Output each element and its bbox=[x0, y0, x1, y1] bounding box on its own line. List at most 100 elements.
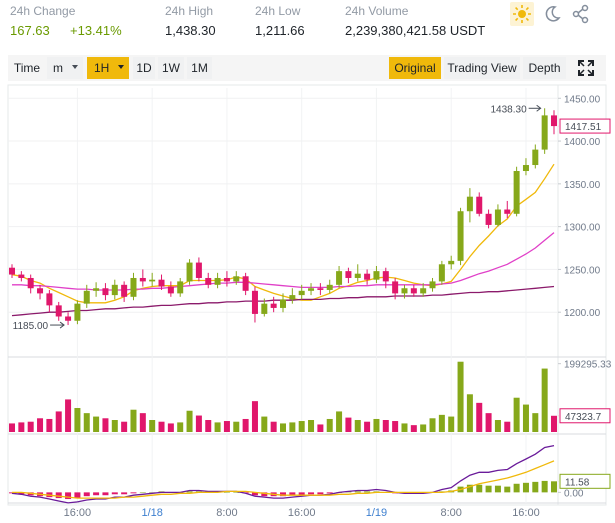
indicator-bar bbox=[233, 492, 240, 493]
volume-bar bbox=[466, 394, 473, 432]
share-button[interactable] bbox=[569, 2, 593, 26]
dropdown-arrow bbox=[118, 65, 124, 69]
interval-dropdown[interactable]: m bbox=[47, 57, 83, 79]
indicator-bar bbox=[466, 484, 473, 493]
candle-body bbox=[336, 271, 343, 285]
volume-bar bbox=[18, 422, 25, 432]
volume-bar bbox=[149, 420, 156, 432]
volume-bar bbox=[223, 421, 230, 432]
volume-bar bbox=[336, 411, 343, 432]
indicator-bar bbox=[121, 492, 128, 495]
volume-bar bbox=[261, 416, 268, 432]
x-tick-label: 16:00 bbox=[288, 507, 316, 519]
indicator-bar bbox=[513, 483, 520, 493]
volume-bar bbox=[504, 421, 511, 432]
indicator-bar bbox=[74, 492, 81, 499]
candle-body bbox=[205, 277, 212, 285]
volume-bar bbox=[46, 418, 53, 432]
volume-bar bbox=[27, 421, 34, 432]
indicator-bar bbox=[364, 491, 371, 493]
fullscreen-button[interactable] bbox=[576, 58, 596, 78]
volume-bar bbox=[541, 368, 548, 432]
indicator-bar bbox=[522, 482, 529, 493]
candle-body bbox=[233, 276, 240, 282]
view-button[interactable]: Trading View bbox=[444, 57, 520, 79]
volume-bar bbox=[532, 413, 539, 432]
last-indicator-tag: 11.58 bbox=[565, 477, 590, 488]
candle-body bbox=[457, 211, 464, 261]
candle-body bbox=[149, 279, 156, 282]
volume-bar bbox=[280, 423, 286, 432]
view-button[interactable]: Depth bbox=[523, 57, 566, 79]
volume-bar bbox=[242, 418, 249, 432]
indicator-line bbox=[12, 460, 555, 499]
candle-body bbox=[65, 316, 72, 321]
indicator-bar bbox=[18, 492, 25, 495]
candle-body bbox=[476, 196, 483, 214]
indicator-bar bbox=[186, 491, 193, 493]
volume-bar bbox=[513, 397, 520, 432]
indicator-bar bbox=[280, 492, 286, 497]
interval-button[interactable]: 1H bbox=[87, 57, 129, 79]
max-marker-head bbox=[536, 104, 542, 112]
candle-body bbox=[466, 196, 473, 212]
y-tick-label: 1300.00 bbox=[564, 223, 601, 234]
volume-bar bbox=[373, 418, 380, 432]
indicator-bar bbox=[504, 486, 511, 493]
candle-body bbox=[551, 115, 557, 127]
indicator-bar bbox=[326, 492, 333, 494]
last-price-tag-box bbox=[559, 118, 611, 134]
min-marker-head bbox=[59, 321, 65, 329]
candle-body bbox=[18, 274, 25, 278]
candle-body bbox=[177, 281, 184, 294]
stat-value: 2,239,380,421.58 USDT bbox=[345, 23, 486, 38]
indicator-bar bbox=[532, 481, 539, 493]
candle-body bbox=[214, 277, 221, 285]
volume-bar bbox=[233, 421, 240, 432]
volume-bar bbox=[401, 423, 408, 432]
indicator-bar bbox=[354, 491, 361, 493]
candle-body bbox=[401, 288, 408, 294]
light-mode-button[interactable] bbox=[510, 2, 534, 26]
volume-bar bbox=[139, 413, 146, 432]
volume-bar bbox=[457, 361, 464, 432]
volume-bar bbox=[111, 420, 118, 432]
volume-bar bbox=[65, 399, 72, 432]
candle-body bbox=[532, 149, 539, 166]
volume-bar bbox=[158, 421, 165, 432]
candle-body bbox=[345, 271, 352, 278]
candle-body bbox=[373, 271, 380, 280]
volume-bar bbox=[177, 422, 184, 432]
candle-body bbox=[111, 284, 118, 296]
toolbar-label: Time bbox=[10, 57, 44, 79]
volume-bar bbox=[186, 410, 193, 432]
volume-bar bbox=[195, 415, 202, 432]
interval-button[interactable]: 1M bbox=[187, 57, 212, 79]
candle-body bbox=[326, 284, 333, 290]
stat-label: 24h Low bbox=[255, 4, 301, 18]
volume-bar bbox=[410, 425, 417, 432]
volume-bar bbox=[364, 421, 371, 432]
interval-button[interactable]: 1W bbox=[158, 57, 184, 79]
indicator-bar bbox=[93, 492, 100, 496]
stat-label: 24h High bbox=[165, 4, 214, 18]
volume-bar bbox=[326, 418, 333, 432]
candle-body bbox=[83, 290, 90, 304]
dropdown-arrow bbox=[72, 65, 78, 69]
volume-bar bbox=[551, 415, 557, 432]
view-button[interactable]: Original bbox=[389, 57, 441, 79]
y-tick-label: 1450.00 bbox=[564, 94, 601, 105]
candle-body bbox=[438, 264, 445, 282]
dark-mode-button[interactable] bbox=[540, 2, 564, 26]
volume-bar bbox=[55, 411, 62, 432]
interval-button[interactable]: 1D bbox=[133, 57, 155, 79]
candle-body bbox=[513, 171, 520, 214]
volume-bar bbox=[317, 424, 324, 432]
candle-body bbox=[317, 288, 324, 290]
candle-body bbox=[139, 277, 146, 282]
indicator-bar bbox=[485, 485, 492, 493]
indicator-bar bbox=[223, 492, 230, 493]
stat-value: 167.63 bbox=[10, 23, 50, 38]
indicator-bar bbox=[83, 492, 90, 497]
